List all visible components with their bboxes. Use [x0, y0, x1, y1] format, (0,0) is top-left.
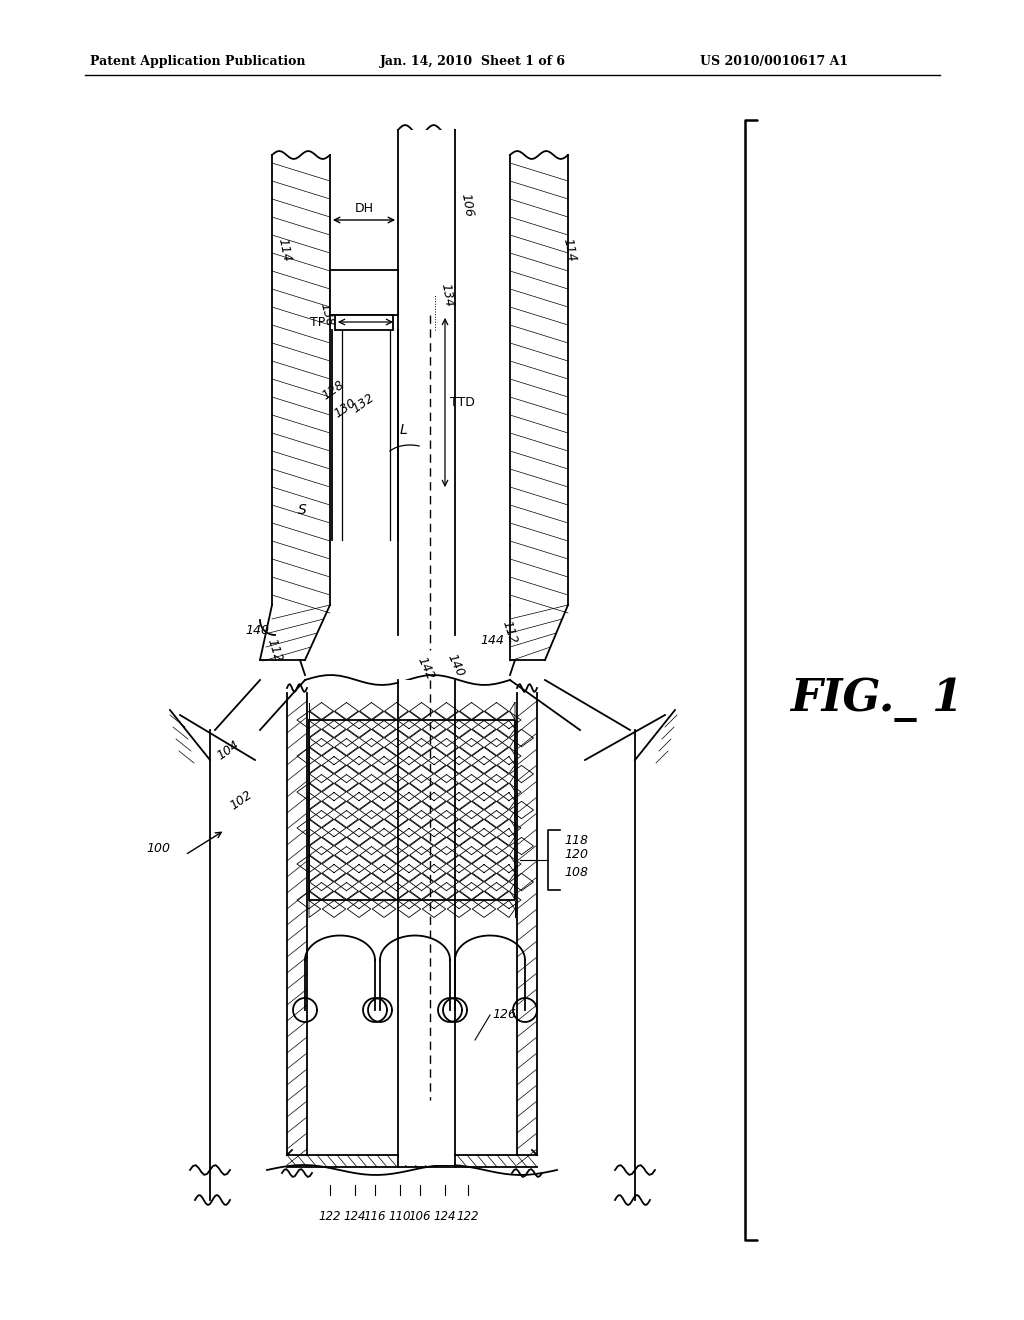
Text: 106: 106 [409, 1210, 431, 1224]
Text: 138: 138 [317, 302, 336, 329]
Bar [398, 129, 455, 655]
Bar [309, 719, 515, 900]
Text: TTD: TTD [450, 396, 475, 408]
Text: FIG._ 1: FIG._ 1 [790, 677, 964, 722]
Text: L: L [400, 422, 408, 437]
Text: 114: 114 [275, 236, 293, 263]
Text: 124: 124 [434, 1210, 457, 1224]
Text: 104: 104 [215, 738, 242, 762]
Text: 108: 108 [564, 866, 588, 879]
Text: 142: 142 [415, 655, 437, 681]
Text: US 2010/0010617 A1: US 2010/0010617 A1 [700, 55, 848, 69]
Text: 102: 102 [228, 788, 255, 812]
Text: TP: TP [309, 315, 325, 329]
Text: 106: 106 [458, 191, 475, 218]
Bar [330, 271, 398, 315]
Text: 124: 124 [344, 1210, 367, 1224]
Text: 110: 110 [389, 1210, 412, 1224]
Text: 114: 114 [560, 236, 578, 263]
Text: S: S [298, 503, 307, 517]
Text: Patent Application Publication: Patent Application Publication [90, 55, 305, 69]
Text: DH: DH [354, 202, 374, 215]
Text: 130: 130 [332, 396, 359, 420]
Bar [335, 315, 393, 330]
Text: 128: 128 [319, 378, 347, 403]
Text: 132: 132 [350, 391, 377, 416]
Text: 112: 112 [265, 636, 285, 664]
Text: 122: 122 [318, 1210, 341, 1224]
Text: Jan. 14, 2010  Sheet 1 of 6: Jan. 14, 2010 Sheet 1 of 6 [380, 55, 566, 69]
Text: 144: 144 [480, 634, 504, 647]
Text: 120: 120 [564, 849, 588, 862]
Text: 116: 116 [364, 1210, 386, 1224]
Text: 118: 118 [564, 833, 588, 846]
Bar [399, 680, 454, 1166]
Text: 140: 140 [445, 651, 467, 678]
Text: 122: 122 [457, 1210, 479, 1224]
Text: 134: 134 [438, 282, 455, 308]
Text: 140: 140 [245, 623, 269, 636]
Text: 112: 112 [500, 619, 520, 645]
Text: 100: 100 [146, 842, 170, 854]
Text: 126: 126 [492, 1008, 516, 1022]
